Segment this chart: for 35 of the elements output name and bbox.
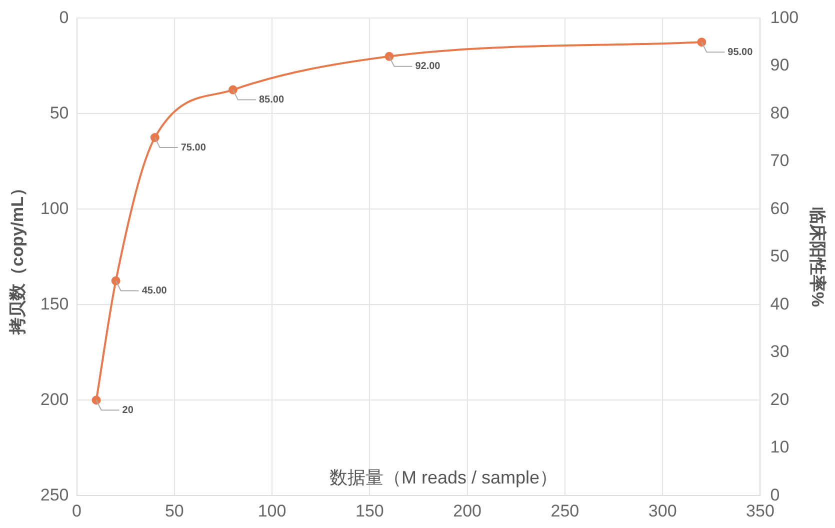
y2-tick-label: 50 [770,246,790,266]
data-label: 95.00 [728,46,754,58]
x-tick-label: 250 [550,501,580,520]
y2-tick-label: 100 [770,8,799,27]
data-label: 85.00 [258,94,284,106]
y2-tick-label: 90 [770,56,790,75]
y2-axis-title: 临床阳性率% [808,206,828,307]
y-tick-label: 0 [59,8,69,27]
y2-tick-label: 70 [770,151,790,170]
y-tick-label: 200 [40,390,69,409]
x-tick-label: 0 [72,501,82,520]
x-tick-label: 100 [258,501,286,520]
y-tick-label: 100 [40,198,69,218]
data-label: 20 [122,404,134,416]
data-label: 92.00 [415,61,441,72]
point [92,396,101,405]
y2-tick-label: 30 [770,342,790,362]
y2-tick-label: 80 [770,103,790,122]
x-tick-label: 300 [648,501,677,520]
y-tick-label: 150 [40,294,69,314]
y2-tick-label: 40 [770,294,790,314]
data-label: 45.00 [142,286,168,297]
y-tick-label: 250 [40,485,69,504]
point [384,52,394,61]
x-tick-label: 50 [164,501,184,520]
data-label: 75.00 [180,142,206,154]
y2-tick-label: 10 [770,438,790,457]
y-axis-title: 拷贝数（copy/mL） [8,179,27,336]
y2-tick-label: 60 [770,198,790,218]
x-tick-label: 150 [355,501,384,520]
x-axis-title: 数据量（M reads / sample） [329,468,558,488]
x-tick-label: 200 [453,501,482,520]
point [697,38,706,47]
y2-tick-label: 20 [770,390,790,409]
y-tick-label: 50 [50,103,69,122]
